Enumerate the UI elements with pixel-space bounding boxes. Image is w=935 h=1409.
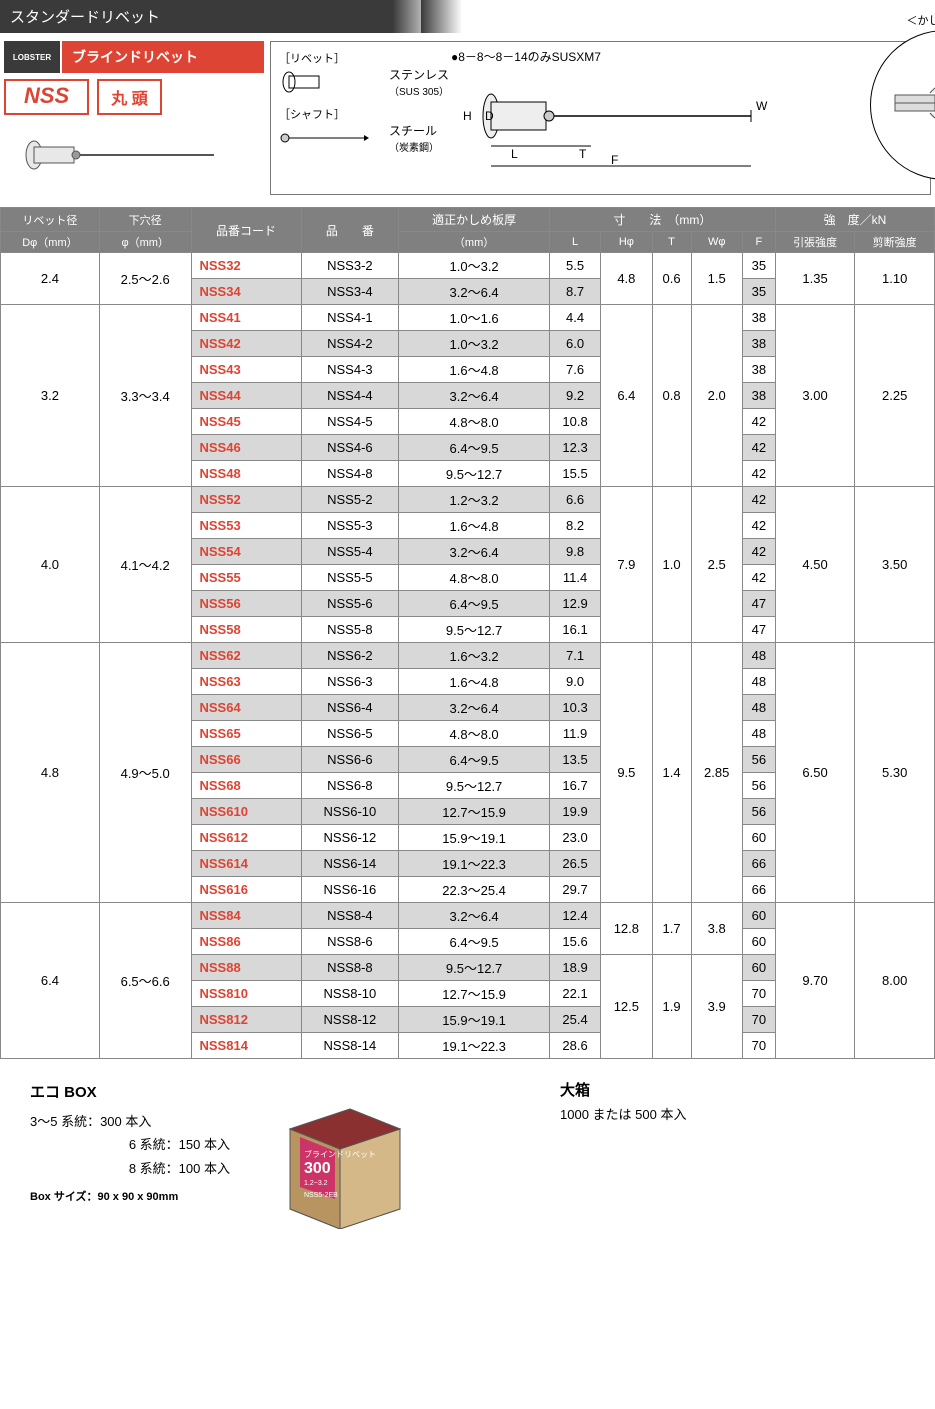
svg-text:ブラインドリベット: ブラインドリベット xyxy=(304,1149,376,1159)
rivet-illustration xyxy=(4,135,224,175)
svg-text:1.2~3.2: 1.2~3.2 xyxy=(304,1180,328,1187)
shaft-icon xyxy=(279,130,369,146)
table-row: 6.46.5～6.6NSS84NSS8-43.2～6.412.412.81.73… xyxy=(1,903,935,929)
dimension-diagram: H D L T F F W xyxy=(451,66,771,176)
page-header: スタンダードリベット xyxy=(0,0,935,33)
svg-text:F: F xyxy=(611,153,618,167)
svg-text:300: 300 xyxy=(304,1160,331,1177)
svg-text:NSS5-2EB: NSS5-2EB xyxy=(304,1192,338,1199)
table-row: 4.04.1～4.2NSS52NSS5-21.2～3.26.67.91.02.5… xyxy=(1,487,935,513)
clamp-diagram-title: ＜かしまり図＞ xyxy=(870,12,935,28)
rivet-head-icon xyxy=(279,70,329,94)
product-code-badge: NSS xyxy=(4,79,89,115)
table-row: 2.42.5～2.6NSS32NSS3-21.0～3.25.54.80.61.5… xyxy=(1,253,935,279)
material-note: ●8－8～8－14のみSUSXM7 xyxy=(451,48,601,65)
svg-text:T: T xyxy=(579,147,587,161)
brand-logo: LOBSTER xyxy=(4,41,60,73)
bigbox-section: 大箱 1000 または 500 本入 xyxy=(560,1079,686,1229)
spec-table: リベット径 下穴径 品番コード 品 番 適正かしめ板厚 寸 法 （mm） 強 度… xyxy=(0,207,935,1059)
svg-text:L: L xyxy=(511,147,518,161)
svg-text:H: H xyxy=(463,109,472,123)
header-title: スタンダードリベット xyxy=(10,9,160,26)
svg-text:W: W xyxy=(756,99,768,113)
table-row: 3.23.3～3.4NSS41NSS4-11.0～1.64.46.40.82.0… xyxy=(1,305,935,331)
material-diagram-panel: ［リベット］ ステンレス（SUS 305） ［シャフト］ スチール（炭素鋼） ●… xyxy=(270,41,931,195)
head-type-badge: 丸 頭 xyxy=(97,79,161,115)
clamp-diagram xyxy=(870,30,935,180)
box-image: ブラインドリベット 300 1.2~3.2 NSS5-2EB xyxy=(270,1079,420,1229)
table-row: 4.84.9～5.0NSS62NSS6-21.6～3.27.19.51.42.8… xyxy=(1,643,935,669)
svg-text:D: D xyxy=(485,109,494,123)
ecobox-section: エコ BOX 3～5 系統：300 本入 6 系統：150 本入 8 系統：10… xyxy=(30,1079,230,1229)
blind-rivet-badge: ブラインドリベット xyxy=(62,41,264,73)
